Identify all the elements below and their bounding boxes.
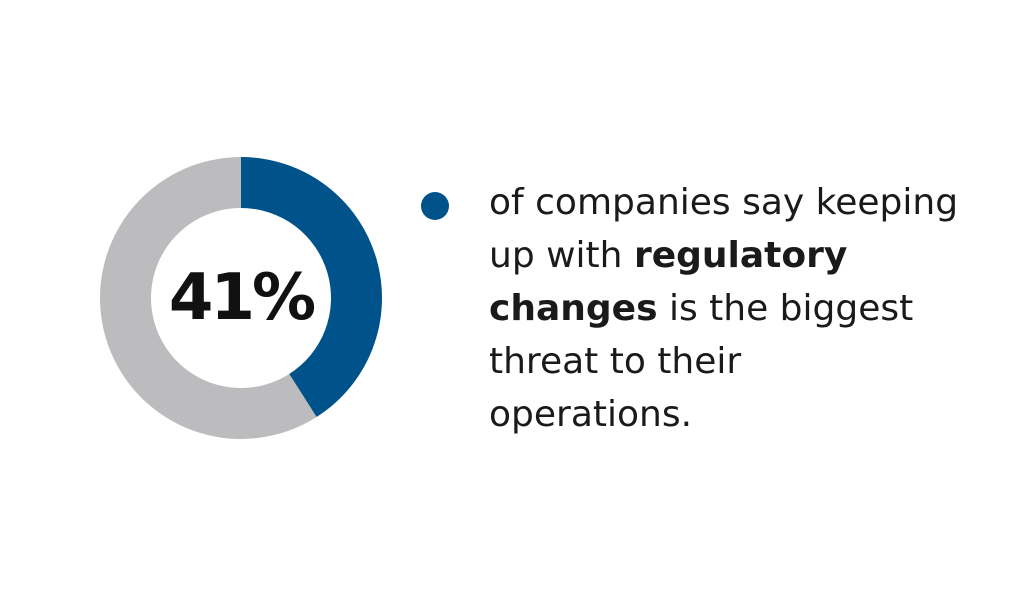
statement-line: changes is the biggest	[489, 288, 913, 329]
statement-line: operations.	[489, 394, 692, 435]
legend-dot-icon	[421, 192, 449, 220]
donut-slices	[99, 157, 382, 439]
center-value-label: 41%	[169, 261, 315, 335]
statement-line: threat to their	[489, 341, 741, 382]
statement-segment: is the biggest	[657, 288, 914, 329]
statement-segment: up with	[489, 235, 634, 276]
donut-slice-highlighted	[241, 157, 382, 418]
donut-slice-remainder	[99, 157, 317, 439]
statement-line: of companies say keeping	[489, 182, 958, 223]
statement-segment: of companies say keeping	[489, 182, 959, 223]
statement-text: of companies say keeping up with regulato…	[489, 176, 989, 441]
statement-segment: operations.	[489, 394, 693, 435]
statement-segment: threat to their	[489, 341, 742, 382]
statement-emphasis: changes	[489, 288, 658, 329]
donut-chart: 41%	[99, 157, 382, 439]
statement-line: up with regulatory	[489, 235, 847, 276]
statement-emphasis: regulatory	[633, 235, 848, 276]
